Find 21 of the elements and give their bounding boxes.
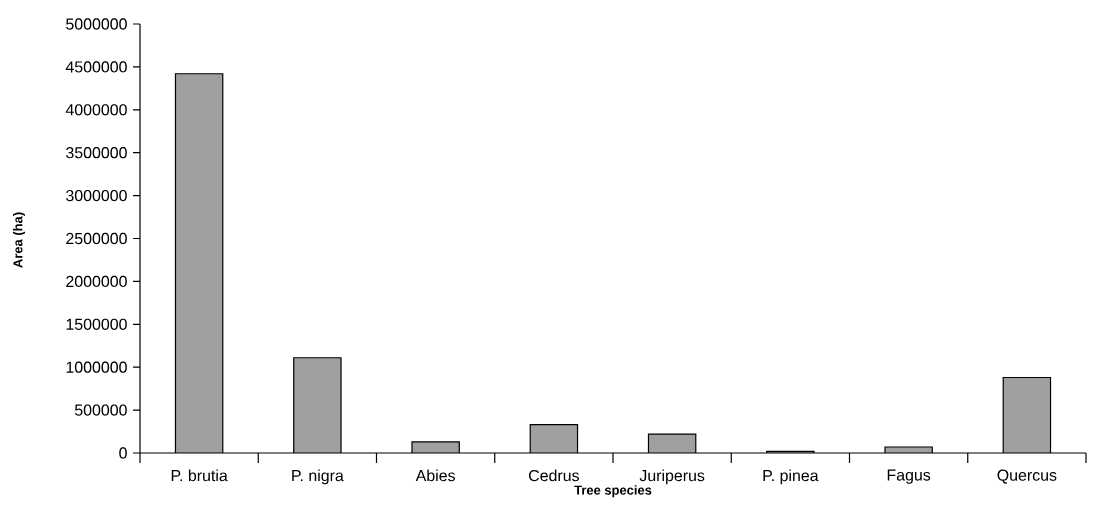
- x-tick-label: P. pinea: [763, 469, 819, 485]
- x-tick-label: Abies: [415, 469, 455, 482]
- y-tick-label: 500000: [74, 404, 127, 416]
- x-tick-label: P. nigra: [292, 469, 344, 485]
- y-tick-label: 3000000: [66, 189, 127, 202]
- y-tick-label: 4000000: [65, 104, 127, 116]
- x-tick-label: Juriperus: [639, 469, 705, 485]
- x-tick-label: Fagus: [887, 469, 931, 484]
- y-tick-label: 2500000: [66, 232, 127, 245]
- x-tick-label: Quercus: [997, 469, 1057, 484]
- x-tick-label: P. brutia: [171, 469, 228, 482]
- y-tick-label: 1000000: [66, 361, 127, 373]
- y-tick-label: 2000000: [66, 275, 127, 288]
- y-tick-label: 0: [119, 447, 127, 459]
- y-axis-title: Area (ha): [12, 212, 26, 268]
- y-tick-label: 1500000: [66, 318, 127, 330]
- x-axis-title: Tree species: [574, 485, 652, 498]
- x-tick-label: Cedrus: [529, 469, 579, 482]
- y-tick-label: 3500000: [66, 147, 127, 159]
- y-tick-label: 4500000: [65, 61, 127, 73]
- y-tick-label: 5000000: [66, 18, 127, 30]
